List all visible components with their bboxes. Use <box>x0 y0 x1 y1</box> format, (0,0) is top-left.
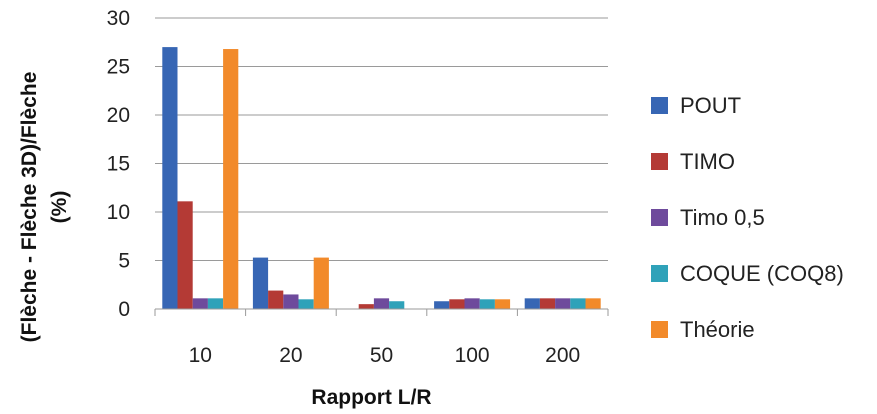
y-tick-label: 5 <box>118 250 130 273</box>
y-tick-label: 0 <box>118 298 130 321</box>
y-tick-label: 25 <box>107 56 130 79</box>
bar-coque-coq8-10 <box>207 298 224 309</box>
legend-swatch <box>651 321 668 338</box>
legend-label: Théorie <box>680 317 755 342</box>
bars <box>162 47 601 309</box>
bar-coque-coq8-50 <box>389 301 405 309</box>
y-axis-title-line1: (Flèche - Flèche 3D)/Flèche <box>18 72 41 343</box>
bar-coque-coq8-100 <box>479 299 495 309</box>
legend-label: COQUE (COQ8) <box>680 261 844 286</box>
x-tick-label: 200 <box>545 344 580 367</box>
x-tick-label: 10 <box>189 344 212 367</box>
legend-label: POUT <box>680 93 741 118</box>
y-tick-label: 30 <box>107 7 130 30</box>
x-axis-ticks: 10 20 50 100 200 <box>189 344 581 367</box>
x-tick-label: 20 <box>279 344 302 367</box>
bar-timo-0-5-20 <box>283 294 299 309</box>
legend-swatch <box>651 209 668 226</box>
bar-timo-0-5-100 <box>464 298 480 309</box>
bar-timo-0-5-10 <box>192 298 208 309</box>
y-tick-label: 10 <box>107 201 130 224</box>
legend: POUT TIMO Timo 0,5 COQUE (COQ8) Théorie <box>651 93 844 342</box>
bar-timo-10 <box>177 201 193 309</box>
bar-timo-0-5-200 <box>555 298 571 309</box>
y-tick-label: 15 <box>107 153 130 176</box>
x-axis-tick-marks <box>154 309 609 316</box>
bar-pout-200 <box>524 298 540 309</box>
bar-pout-10 <box>162 47 178 309</box>
x-tick-label: 50 <box>370 344 393 367</box>
bar-th-orie-200 <box>585 298 601 309</box>
x-axis-title: Rapport L/R <box>311 386 431 409</box>
bar-th-orie-10 <box>223 49 239 309</box>
bar-coque-coq8-20 <box>298 299 314 309</box>
legend-swatch <box>651 265 668 282</box>
legend-label: TIMO <box>680 149 735 174</box>
bar-coque-coq8-200 <box>570 298 586 309</box>
legend-label: Timo 0,5 <box>680 205 765 230</box>
bar-timo-50 <box>358 304 374 309</box>
y-tick-label: 20 <box>107 104 130 127</box>
bar-timo-20 <box>268 290 284 309</box>
legend-swatch <box>651 153 668 170</box>
y-axis-title: (Flèche - Flèche 3D)/Flèche (%) <box>18 72 71 343</box>
bar-pout-20 <box>252 257 269 309</box>
x-tick-label: 100 <box>455 344 490 367</box>
legend-swatch <box>651 97 668 114</box>
y-axis-title-line2: (%) <box>48 191 71 224</box>
bar-timo-200 <box>539 298 556 309</box>
bar-timo-100 <box>449 299 465 309</box>
bar-pout-100 <box>434 301 450 309</box>
y-axis-ticks: 0 5 10 15 20 25 30 <box>107 7 130 321</box>
bar-th-orie-20 <box>313 257 329 309</box>
gridlines <box>155 17 608 261</box>
bar-th-orie-100 <box>494 299 511 309</box>
bar-timo-0-5-50 <box>373 298 390 309</box>
